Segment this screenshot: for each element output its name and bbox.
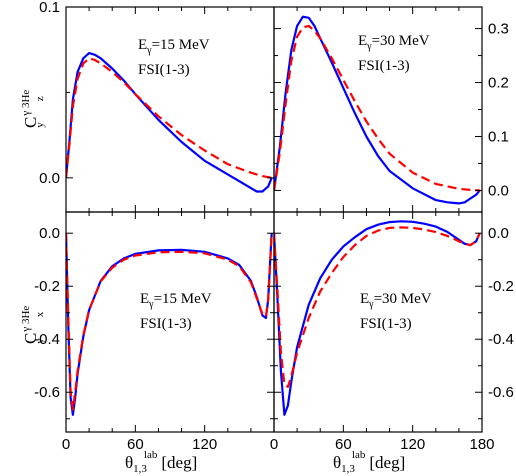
energy-value: =15 MeV	[152, 37, 210, 53]
panel-top-left: 0.0 0.1 Eγ=15 MeV FSI(1-3)	[39, 0, 275, 213]
y-tick-label: -0.2	[34, 278, 60, 295]
y-axis-title-top-sup: γ 3He	[20, 90, 32, 117]
y-tick-label: 0.0	[39, 170, 60, 187]
y-axis-title-bottom-main: C	[21, 333, 40, 344]
y-tick-label: 0.2	[488, 75, 509, 92]
x-axis-title-left: θ1,3 lab [deg]	[125, 449, 197, 475]
y-tick-label: 0.3	[488, 21, 509, 38]
y-axis-title-bottom: Cγ 3Hey x	[20, 306, 46, 344]
y-tick-label: 0.1	[39, 0, 60, 16]
energy-value: =15 MeV	[154, 291, 212, 307]
x-axis-title-left-sup: lab	[144, 449, 158, 461]
energy-value: =30 MeV	[372, 33, 430, 49]
x-tick-label: 180	[469, 436, 494, 453]
energy-label: Eγ=30 MeV	[358, 33, 430, 52]
y-axis-title-top: Cγ 3Hey z	[20, 90, 46, 128]
x-tick-label: 120	[192, 436, 217, 453]
panel-frame	[273, 211, 483, 433]
series-dashed-line	[274, 24, 480, 192]
model-label: FSI(1-3)	[358, 58, 410, 74]
y-axis-title-top-subaxis: z	[34, 96, 46, 101]
series-dashed-line	[66, 57, 272, 179]
y-tick-label: -0.6	[34, 384, 60, 401]
y-axis-title-bottom-sub: y	[34, 338, 46, 344]
x-axis-title-right: θ1,3 lab [deg]	[333, 449, 405, 475]
y-tick-label: 0.0	[488, 182, 509, 199]
energy-subscript: γ	[146, 45, 152, 56]
energy-label: Eγ=15 MeV	[138, 37, 210, 56]
y-tick-label: 0.0	[39, 225, 60, 242]
x-axis-title-left-unit: [deg]	[161, 453, 197, 472]
x-tick-label: 0	[270, 436, 278, 453]
axis-titles: Cγ 3Heyz Cγ 3Heyx θ1,3lab [deg] θ1,3lab [d…	[20, 90, 405, 475]
series-solid-line	[274, 220, 481, 416]
panel-bottom-left: 0.0 -0.2 -0.4 -0.6 0 60 120 Eγ=15 MeV FSI(1-3)	[34, 211, 275, 453]
panels: 0.00.1Eγ=15 MeVFSI(1-3)0.00.10.20.3Eγ=30…	[34, 0, 514, 453]
y-axis-title-bottom-subaxis: x	[34, 311, 46, 317]
x-axis-title-right-sup: lab	[352, 449, 366, 461]
y-axis-title-top-sub: y	[34, 122, 46, 128]
energy-label: Eγ=15 MeV	[140, 291, 212, 310]
y-axis-title-top-main: C	[21, 117, 40, 128]
y-tick-label: -0.6	[488, 384, 514, 401]
x-tick-label: 0	[62, 436, 70, 453]
series-dashed-line	[274, 226, 481, 388]
series-solid-line	[274, 15, 481, 205]
x-axis-title-left-main: θ	[125, 453, 133, 472]
energy-value: =30 MeV	[374, 291, 432, 307]
model-label: FSI(1-3)	[360, 316, 412, 332]
energy-symbol: E	[140, 291, 149, 307]
panel-bottom-right: 0.0 -0.2 -0.4 -0.6 0 60 120 180 Eγ=30 MeV FSI(1-3…	[270, 211, 514, 453]
series-dashed-line	[66, 233, 273, 411]
y-axis-title-bottom-sup: γ 3He	[20, 306, 32, 333]
x-axis-title-right-main: θ	[333, 453, 341, 472]
energy-symbol: E	[360, 291, 369, 307]
energy-symbol: E	[358, 33, 367, 49]
y-tick-label: 0.1	[488, 128, 509, 145]
model-label: FSI(1-3)	[140, 316, 192, 332]
y-tick-label: -0.4	[34, 331, 60, 348]
panel-top-right: 0.0 0.1 0.2 0.3 Eγ=30 MeV FSI(1-3)	[273, 6, 509, 213]
y-tick-label: -0.4	[488, 331, 514, 348]
energy-symbol: E	[138, 37, 147, 53]
y-tick-label: -0.2	[488, 278, 514, 295]
energy-subscript: γ	[368, 299, 374, 310]
x-tick-label: 60	[127, 436, 144, 453]
x-axis-title-right-sub: 1,3	[341, 463, 355, 475]
x-axis-title-left-sub: 1,3	[133, 463, 147, 475]
energy-label: Eγ=30 MeV	[360, 291, 432, 310]
x-tick-label: 120	[400, 436, 425, 453]
x-tick-label: 60	[335, 436, 352, 453]
energy-subscript: γ	[366, 41, 372, 52]
x-axis-title-right-unit: [deg]	[369, 453, 405, 472]
model-label: FSI(1-3)	[138, 62, 190, 78]
y-tick-label: 0.0	[488, 225, 509, 242]
energy-subscript: γ	[148, 299, 154, 310]
